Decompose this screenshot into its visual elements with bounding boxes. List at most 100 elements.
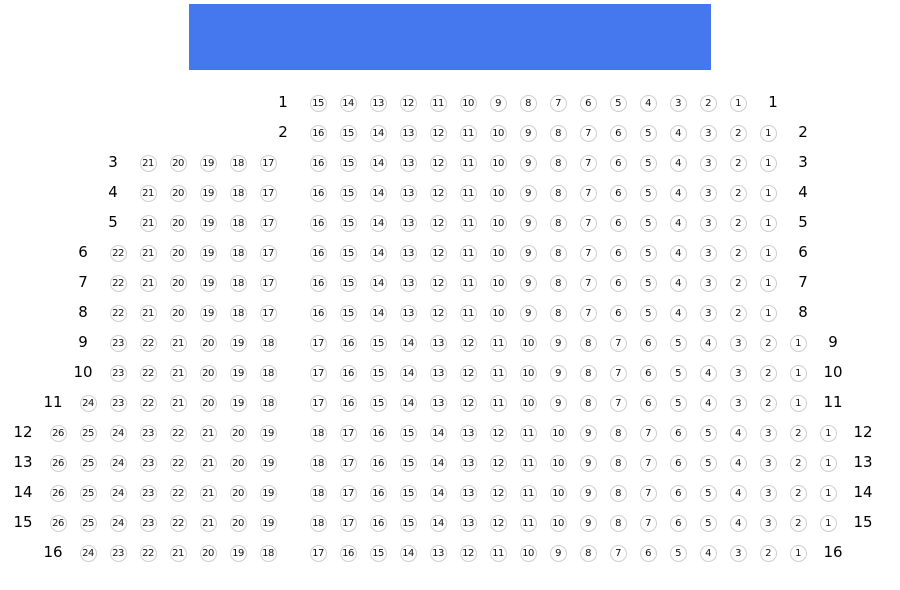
seat[interactable]: 3 [699, 214, 717, 232]
seat[interactable]: 8 [609, 454, 627, 472]
seat[interactable]: 15 [399, 454, 417, 472]
seat[interactable]: 15 [369, 544, 387, 562]
seat[interactable]: 8 [579, 394, 597, 412]
seat[interactable]: 10 [519, 334, 537, 352]
seat[interactable]: 21 [139, 244, 157, 262]
seat[interactable]: 18 [229, 244, 247, 262]
seat[interactable]: 15 [369, 334, 387, 352]
seat[interactable]: 11 [459, 274, 477, 292]
seat[interactable]: 6 [639, 364, 657, 382]
seat[interactable]: 24 [109, 484, 127, 502]
seat[interactable]: 21 [169, 544, 187, 562]
seat[interactable]: 4 [729, 424, 747, 442]
seat[interactable]: 7 [549, 94, 567, 112]
seat[interactable]: 16 [309, 124, 327, 142]
seat[interactable]: 1 [789, 334, 807, 352]
seat[interactable]: 17 [339, 424, 357, 442]
seat[interactable]: 21 [169, 334, 187, 352]
seat[interactable]: 6 [669, 484, 687, 502]
seat[interactable]: 17 [259, 274, 277, 292]
seat[interactable]: 20 [229, 454, 247, 472]
seat[interactable]: 1 [759, 154, 777, 172]
seat[interactable]: 10 [519, 364, 537, 382]
seat[interactable]: 10 [549, 454, 567, 472]
seat[interactable]: 23 [139, 514, 157, 532]
seat[interactable]: 15 [339, 184, 357, 202]
seat[interactable]: 11 [429, 94, 447, 112]
seat[interactable]: 20 [229, 424, 247, 442]
seat[interactable]: 12 [429, 154, 447, 172]
seat[interactable]: 19 [229, 544, 247, 562]
seat[interactable]: 14 [339, 94, 357, 112]
seat[interactable]: 23 [139, 454, 157, 472]
seat[interactable]: 14 [369, 214, 387, 232]
seat[interactable]: 6 [609, 274, 627, 292]
seat[interactable]: 24 [109, 514, 127, 532]
seat[interactable]: 5 [669, 334, 687, 352]
seat[interactable]: 10 [489, 304, 507, 322]
seat[interactable]: 10 [519, 394, 537, 412]
seat[interactable]: 8 [609, 484, 627, 502]
seat[interactable]: 9 [519, 274, 537, 292]
seat[interactable]: 25 [79, 484, 97, 502]
seat[interactable]: 5 [609, 94, 627, 112]
seat[interactable]: 14 [369, 244, 387, 262]
seat[interactable]: 19 [229, 364, 247, 382]
seat[interactable]: 13 [459, 514, 477, 532]
seat[interactable]: 20 [169, 214, 187, 232]
seat[interactable]: 20 [199, 394, 217, 412]
seat[interactable]: 20 [169, 274, 187, 292]
seat[interactable]: 5 [639, 274, 657, 292]
seat[interactable]: 2 [789, 454, 807, 472]
seat[interactable]: 6 [609, 244, 627, 262]
seat[interactable]: 11 [459, 214, 477, 232]
seat[interactable]: 12 [429, 274, 447, 292]
seat[interactable]: 3 [729, 544, 747, 562]
seat[interactable]: 4 [669, 274, 687, 292]
seat[interactable]: 26 [49, 514, 67, 532]
seat[interactable]: 17 [339, 484, 357, 502]
seat[interactable]: 13 [399, 244, 417, 262]
seat[interactable]: 9 [549, 334, 567, 352]
seat[interactable]: 6 [639, 394, 657, 412]
seat[interactable]: 13 [399, 274, 417, 292]
seat[interactable]: 1 [789, 394, 807, 412]
seat[interactable]: 25 [79, 514, 97, 532]
seat[interactable]: 6 [609, 184, 627, 202]
seat[interactable]: 1 [759, 304, 777, 322]
seat[interactable]: 2 [759, 394, 777, 412]
seat[interactable]: 2 [729, 214, 747, 232]
seat[interactable]: 13 [459, 424, 477, 442]
seat[interactable]: 4 [699, 364, 717, 382]
seat[interactable]: 23 [139, 484, 157, 502]
seat[interactable]: 8 [609, 514, 627, 532]
seat[interactable]: 3 [729, 394, 747, 412]
seat[interactable]: 3 [759, 454, 777, 472]
seat[interactable]: 11 [489, 544, 507, 562]
seat[interactable]: 7 [639, 424, 657, 442]
seat[interactable]: 14 [399, 394, 417, 412]
seat[interactable]: 17 [309, 394, 327, 412]
seat[interactable]: 12 [429, 124, 447, 142]
seat[interactable]: 8 [549, 154, 567, 172]
seat[interactable]: 13 [399, 184, 417, 202]
seat[interactable]: 22 [109, 274, 127, 292]
seat[interactable]: 12 [489, 514, 507, 532]
seat[interactable]: 11 [489, 394, 507, 412]
seat[interactable]: 13 [429, 394, 447, 412]
seat[interactable]: 7 [609, 544, 627, 562]
seat[interactable]: 18 [309, 454, 327, 472]
seat[interactable]: 19 [199, 184, 217, 202]
seat[interactable]: 10 [489, 154, 507, 172]
seat[interactable]: 3 [759, 484, 777, 502]
seat[interactable]: 13 [369, 94, 387, 112]
seat[interactable]: 12 [459, 544, 477, 562]
seat[interactable]: 12 [489, 424, 507, 442]
seat[interactable]: 11 [459, 124, 477, 142]
seat[interactable]: 15 [339, 304, 357, 322]
seat[interactable]: 1 [819, 454, 837, 472]
seat[interactable]: 8 [549, 304, 567, 322]
seat[interactable]: 23 [109, 364, 127, 382]
seat[interactable]: 7 [579, 154, 597, 172]
seat[interactable]: 1 [759, 274, 777, 292]
